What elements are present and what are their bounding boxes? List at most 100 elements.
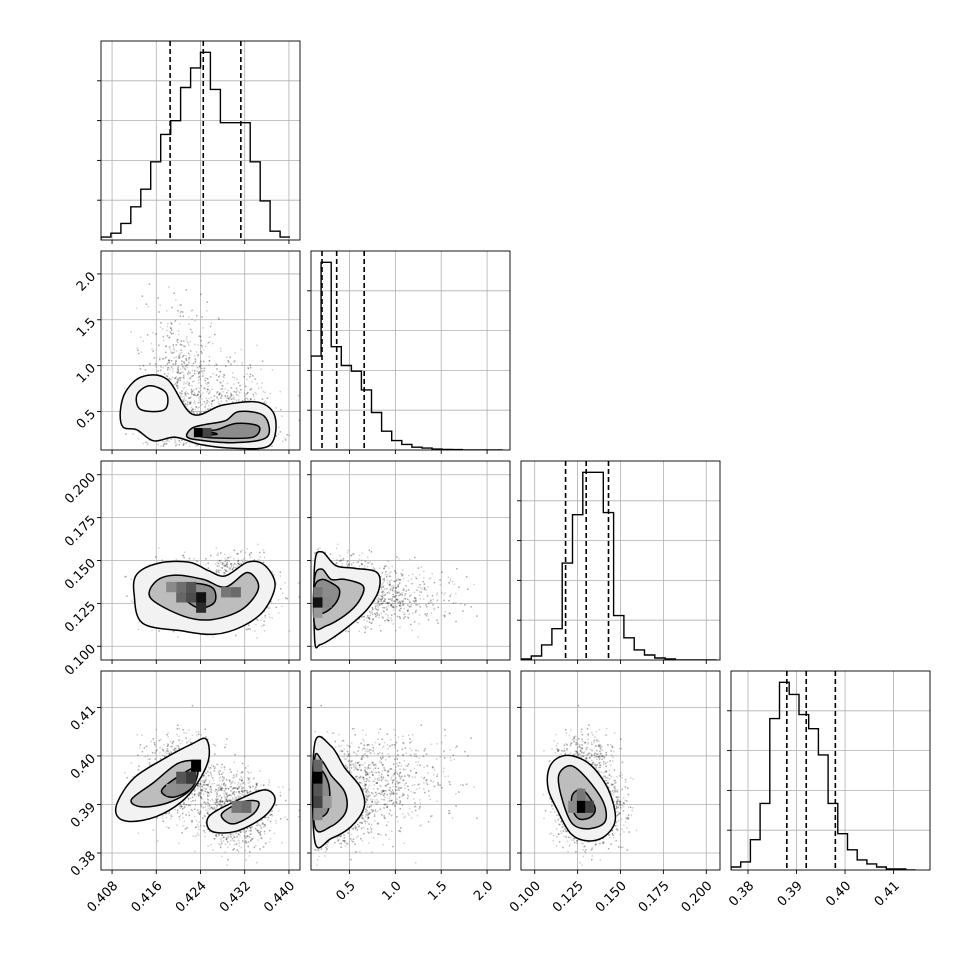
scatter-point	[225, 365, 227, 367]
scatter-point	[172, 351, 175, 354]
scatter-point	[182, 371, 184, 373]
scatter-point	[142, 364, 145, 367]
scatter-point	[268, 613, 271, 616]
scatter-point	[191, 375, 193, 378]
scatter-point	[284, 582, 286, 584]
scatter-point	[197, 367, 199, 369]
scatter-point	[207, 408, 209, 410]
scatter-point	[192, 393, 195, 396]
scatter-point	[244, 551, 247, 554]
scatter-point	[170, 329, 173, 331]
scatter-point	[238, 559, 240, 562]
scatter-point	[190, 406, 193, 409]
scatter-point	[217, 552, 219, 554]
scatter-point	[216, 554, 218, 557]
scatter-point	[187, 373, 189, 375]
scatter-point	[169, 327, 172, 329]
scatter-point	[181, 396, 183, 398]
scatter-point	[193, 413, 195, 415]
scatter-point	[243, 392, 246, 395]
scatter-point	[249, 364, 251, 366]
scatter-point	[176, 340, 178, 343]
scatter-point	[173, 356, 176, 359]
scatter-point	[200, 293, 202, 296]
scatter-point	[230, 363, 232, 365]
scatter-point	[194, 320, 196, 322]
scatter-point	[263, 556, 266, 559]
scatter-point	[207, 341, 210, 344]
scatter-point	[210, 554, 212, 557]
scatter-point	[148, 283, 151, 285]
scatter-point	[249, 628, 251, 630]
scatter-point	[163, 373, 166, 375]
scatter-point	[191, 442, 193, 445]
scatter-point	[275, 583, 277, 585]
scatter-point	[277, 426, 280, 428]
scatter-point	[213, 395, 216, 397]
scatter-point	[194, 373, 196, 375]
scatter-point	[174, 320, 177, 322]
scatter-point	[205, 558, 207, 560]
scatter-point	[245, 385, 247, 388]
scatter-point	[188, 403, 191, 405]
axes-frame-3-3	[727, 670, 931, 874]
scatter-point	[172, 630, 175, 633]
scatter-point	[198, 382, 200, 384]
scatter-point	[210, 403, 213, 405]
scatter-point	[170, 438, 173, 440]
scatter-point	[183, 398, 186, 400]
scatter-point	[166, 335, 169, 337]
scatter-point	[229, 567, 231, 570]
scatter-point	[183, 439, 186, 441]
scatter-point	[179, 372, 181, 374]
scatter-point	[252, 375, 254, 377]
scatter-point	[218, 393, 221, 396]
scatter-point	[207, 388, 209, 391]
scatter-point	[160, 366, 162, 368]
scatter-point	[239, 392, 241, 394]
scatter-point	[179, 352, 181, 355]
panel-1-0	[119, 283, 300, 450]
scatter-point	[221, 563, 224, 565]
scatter-point	[207, 381, 209, 384]
scatter-point	[271, 617, 273, 619]
scatter-point	[188, 382, 190, 384]
scatter-point	[148, 283, 151, 285]
scatter-point	[182, 340, 185, 342]
scatter-point	[158, 311, 160, 313]
scatter-point	[220, 382, 222, 384]
scatter-point	[198, 335, 201, 337]
histogram-3	[731, 671, 916, 870]
scatter-point	[175, 344, 177, 346]
scatter-point	[178, 333, 180, 336]
scatter-point	[168, 336, 170, 339]
scatter-point	[177, 378, 180, 381]
scatter-point	[191, 409, 193, 412]
scatter-point	[194, 370, 196, 372]
scatter-point	[180, 340, 183, 342]
scatter-point	[184, 365, 187, 367]
scatter-point	[177, 365, 179, 367]
scatter-point	[226, 562, 228, 564]
scatter-point	[174, 377, 177, 379]
scatter-point	[189, 397, 192, 399]
scatter-point	[200, 344, 203, 347]
scatter-point	[211, 400, 213, 403]
scatter-point	[263, 402, 265, 404]
scatter-point	[240, 563, 242, 565]
scatter-point	[171, 360, 173, 362]
scatter-point	[203, 367, 206, 369]
scatter-point	[157, 297, 159, 299]
scatter-point	[175, 299, 177, 301]
scatter-point	[226, 564, 228, 566]
scatter-point	[167, 367, 169, 369]
scatter-point	[218, 559, 220, 562]
scatter-point	[218, 569, 220, 572]
scatter-point	[197, 444, 199, 446]
scatter-point	[138, 352, 140, 355]
scatter-point	[182, 355, 184, 357]
scatter-point	[211, 400, 214, 402]
scatter-point	[233, 383, 235, 385]
scatter-point	[162, 440, 164, 443]
scatter-point	[226, 562, 228, 564]
